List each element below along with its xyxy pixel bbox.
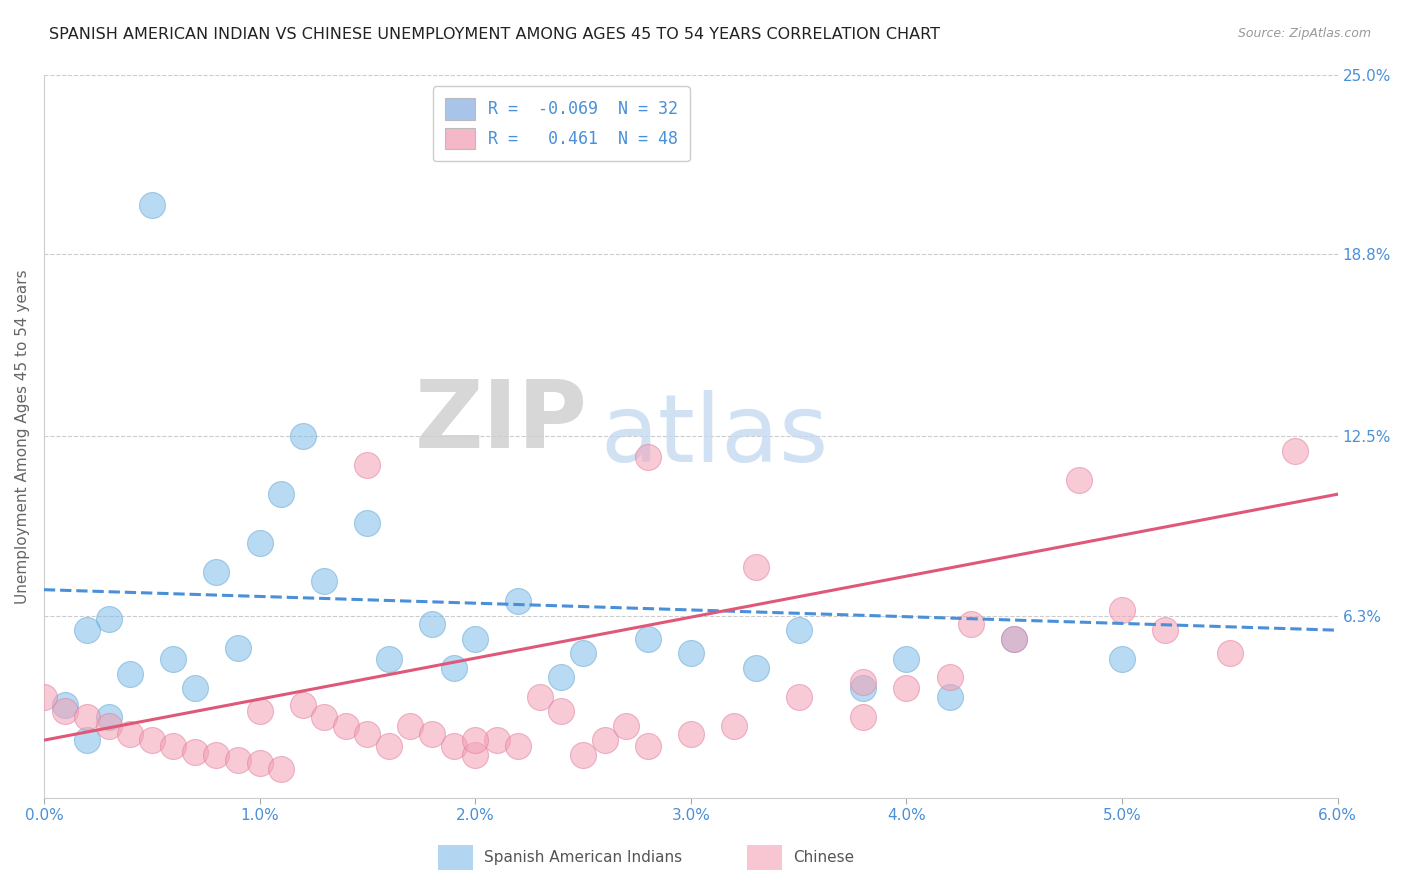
Point bbox=[356, 458, 378, 473]
Point bbox=[141, 733, 163, 747]
Point bbox=[614, 719, 637, 733]
Point bbox=[896, 681, 918, 695]
Point bbox=[184, 681, 207, 695]
Point bbox=[1002, 632, 1025, 646]
Point bbox=[76, 710, 98, 724]
Point bbox=[356, 727, 378, 741]
Point bbox=[55, 698, 77, 713]
Point bbox=[1284, 443, 1306, 458]
Point bbox=[852, 675, 875, 690]
Point bbox=[226, 640, 249, 655]
Point bbox=[399, 719, 422, 733]
Point bbox=[679, 727, 702, 741]
Point bbox=[205, 566, 228, 580]
Point bbox=[572, 646, 595, 660]
Point bbox=[637, 739, 659, 753]
Text: atlas: atlas bbox=[600, 391, 828, 483]
Point bbox=[335, 719, 357, 733]
Point bbox=[378, 739, 401, 753]
Point bbox=[1111, 603, 1133, 617]
Point bbox=[508, 594, 530, 608]
Point bbox=[464, 747, 486, 762]
Point bbox=[744, 661, 766, 675]
Point bbox=[852, 710, 875, 724]
Point bbox=[76, 624, 98, 638]
Point bbox=[97, 710, 120, 724]
Point bbox=[637, 632, 659, 646]
Text: Spanish American Indians: Spanish American Indians bbox=[484, 850, 682, 864]
Point bbox=[508, 739, 530, 753]
Point bbox=[205, 747, 228, 762]
Point bbox=[679, 646, 702, 660]
Point bbox=[162, 652, 184, 666]
Point bbox=[1067, 473, 1090, 487]
Text: Source: ZipAtlas.com: Source: ZipAtlas.com bbox=[1237, 27, 1371, 40]
Point bbox=[1154, 624, 1177, 638]
Point bbox=[162, 739, 184, 753]
Point bbox=[291, 698, 314, 713]
Point bbox=[852, 681, 875, 695]
Point bbox=[550, 669, 572, 683]
Text: SPANISH AMERICAN INDIAN VS CHINESE UNEMPLOYMENT AMONG AGES 45 TO 54 YEARS CORREL: SPANISH AMERICAN INDIAN VS CHINESE UNEMP… bbox=[49, 27, 941, 42]
Point bbox=[1111, 652, 1133, 666]
Point bbox=[291, 429, 314, 443]
Text: ZIP: ZIP bbox=[415, 376, 588, 467]
Point bbox=[464, 632, 486, 646]
Text: Chinese: Chinese bbox=[793, 850, 855, 864]
Point bbox=[1002, 632, 1025, 646]
Point bbox=[938, 669, 960, 683]
Point bbox=[120, 727, 142, 741]
Point bbox=[744, 559, 766, 574]
Point bbox=[1219, 646, 1241, 660]
Point bbox=[550, 704, 572, 718]
Point bbox=[97, 719, 120, 733]
Point bbox=[896, 652, 918, 666]
Point bbox=[637, 450, 659, 464]
Point bbox=[443, 739, 465, 753]
Point bbox=[787, 690, 810, 704]
Point bbox=[420, 727, 443, 741]
Point bbox=[270, 762, 292, 776]
Point bbox=[378, 652, 401, 666]
Point bbox=[184, 745, 207, 759]
Point bbox=[97, 612, 120, 626]
Point bbox=[120, 666, 142, 681]
Point bbox=[960, 617, 983, 632]
Legend: R =  -0.069  N = 32, R =   0.461  N = 48: R = -0.069 N = 32, R = 0.461 N = 48 bbox=[433, 87, 690, 161]
Y-axis label: Unemployment Among Ages 45 to 54 years: Unemployment Among Ages 45 to 54 years bbox=[15, 269, 30, 604]
Point bbox=[723, 719, 745, 733]
Point bbox=[55, 704, 77, 718]
Point bbox=[529, 690, 551, 704]
Point bbox=[249, 756, 271, 771]
Point bbox=[226, 754, 249, 768]
Point bbox=[443, 661, 465, 675]
Point bbox=[464, 733, 486, 747]
Point bbox=[76, 733, 98, 747]
Point bbox=[356, 516, 378, 530]
Point bbox=[249, 536, 271, 550]
Point bbox=[314, 710, 336, 724]
Point bbox=[314, 574, 336, 588]
Point bbox=[572, 747, 595, 762]
Point bbox=[485, 733, 508, 747]
Point bbox=[249, 704, 271, 718]
Point bbox=[32, 690, 55, 704]
Point bbox=[420, 617, 443, 632]
Point bbox=[593, 733, 616, 747]
Point bbox=[938, 690, 960, 704]
Point bbox=[141, 198, 163, 212]
Point bbox=[270, 487, 292, 501]
Point bbox=[787, 624, 810, 638]
